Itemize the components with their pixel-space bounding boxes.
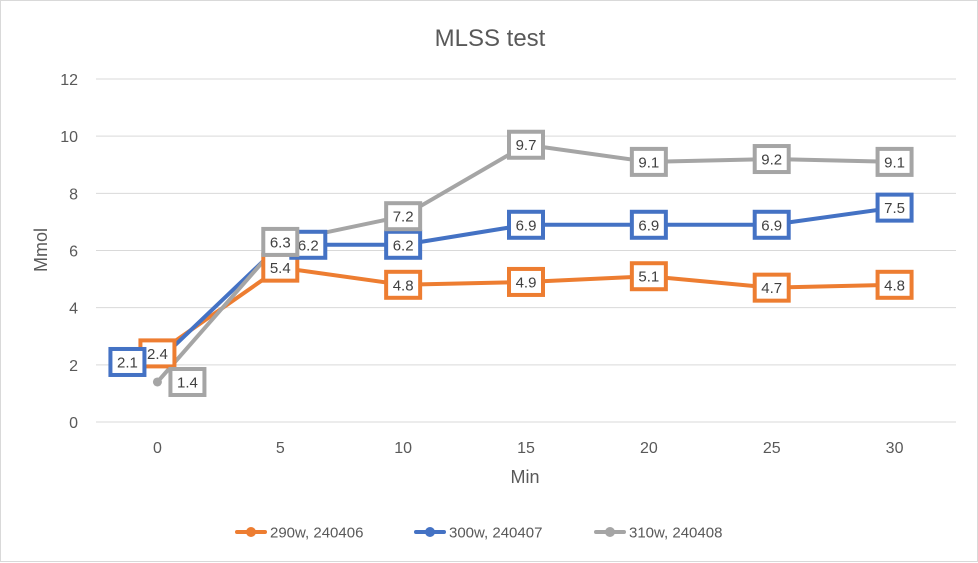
data-label: 4.9 <box>516 274 537 291</box>
data-label-box <box>384 229 423 260</box>
data-label-box <box>108 346 147 377</box>
legend-marker <box>246 527 256 537</box>
data-label-box <box>261 226 300 257</box>
x-tick-label: 20 <box>640 440 658 457</box>
data-label-box <box>168 366 207 397</box>
legend-label: 300w, 240407 <box>449 525 542 542</box>
data-label-box <box>507 209 545 240</box>
data-label: 9.1 <box>638 154 659 171</box>
x-tick-label: 15 <box>517 440 535 457</box>
x-tick-label: 10 <box>394 440 412 457</box>
y-tick-label: 8 <box>69 186 78 203</box>
x-tick-label: 0 <box>153 440 162 457</box>
data-label: 1.4 <box>177 374 198 391</box>
x-tick-label: 5 <box>276 440 285 457</box>
legend-label: 290w, 240406 <box>270 525 363 542</box>
y-tick-label: 0 <box>69 415 78 432</box>
data-label-box <box>752 144 791 175</box>
data-label: 5.4 <box>270 260 291 277</box>
data-label: 4.8 <box>393 277 414 294</box>
chart-title: MLSS test <box>435 25 546 52</box>
data-label: 6.9 <box>761 217 782 234</box>
data-label-box <box>384 269 423 300</box>
x-axis-ticks: 0 5 10 15 20 25 30 <box>153 440 904 457</box>
x-tick-label: 30 <box>886 440 904 457</box>
data-label: 7.5 <box>884 200 905 217</box>
data-label-box <box>875 269 914 300</box>
data-label: 6.9 <box>638 217 659 234</box>
data-label-box <box>384 201 423 232</box>
y-axis-ticks: 0 2 4 6 8 10 12 <box>60 72 78 432</box>
y-tick-label: 12 <box>60 72 78 89</box>
data-label-box <box>629 209 668 240</box>
data-label: 5.1 <box>638 269 659 286</box>
legend-label: 310w, 240408 <box>629 525 722 542</box>
data-label: 4.7 <box>761 280 782 297</box>
data-label-box <box>507 129 545 160</box>
data-label-box <box>875 146 914 177</box>
data-label: 6.9 <box>516 217 537 234</box>
data-label-box <box>752 272 791 303</box>
data-label: 9.7 <box>516 137 537 154</box>
data-label: 6.3 <box>270 234 291 251</box>
data-label: 9.1 <box>884 154 905 171</box>
data-label-box <box>629 146 668 177</box>
y-tick-label: 10 <box>60 129 78 146</box>
series-point <box>152 377 162 387</box>
x-axis-title: Min <box>510 467 539 487</box>
y-tick-label: 4 <box>69 301 78 318</box>
data-label-box <box>507 266 545 297</box>
legend-marker <box>605 527 615 537</box>
data-label: 7.2 <box>393 209 414 226</box>
legend-marker <box>425 527 435 537</box>
y-tick-label: 6 <box>69 244 78 261</box>
data-label: 4.8 <box>884 277 905 294</box>
data-label-box <box>629 261 668 292</box>
data-label-box <box>875 192 914 223</box>
data-label-box <box>752 209 791 240</box>
data-label: 6.2 <box>298 237 319 254</box>
data-label: 6.2 <box>393 237 414 254</box>
data-label: 9.2 <box>761 152 782 169</box>
y-tick-label: 2 <box>69 358 78 375</box>
x-tick-label: 25 <box>763 440 781 457</box>
data-labels: 2.4 5.4 4.8 4.9 5.1 4.7 4.8 2.1 6.2 6.2 6.9 6.9 6.9 7… <box>108 129 914 397</box>
data-label: 2.4 <box>147 346 168 363</box>
legend: 290w, 240406 300w, 240407 310w, 240408 <box>235 525 722 542</box>
y-axis-title: Mmol <box>31 228 51 272</box>
data-label: 2.1 <box>117 354 138 371</box>
